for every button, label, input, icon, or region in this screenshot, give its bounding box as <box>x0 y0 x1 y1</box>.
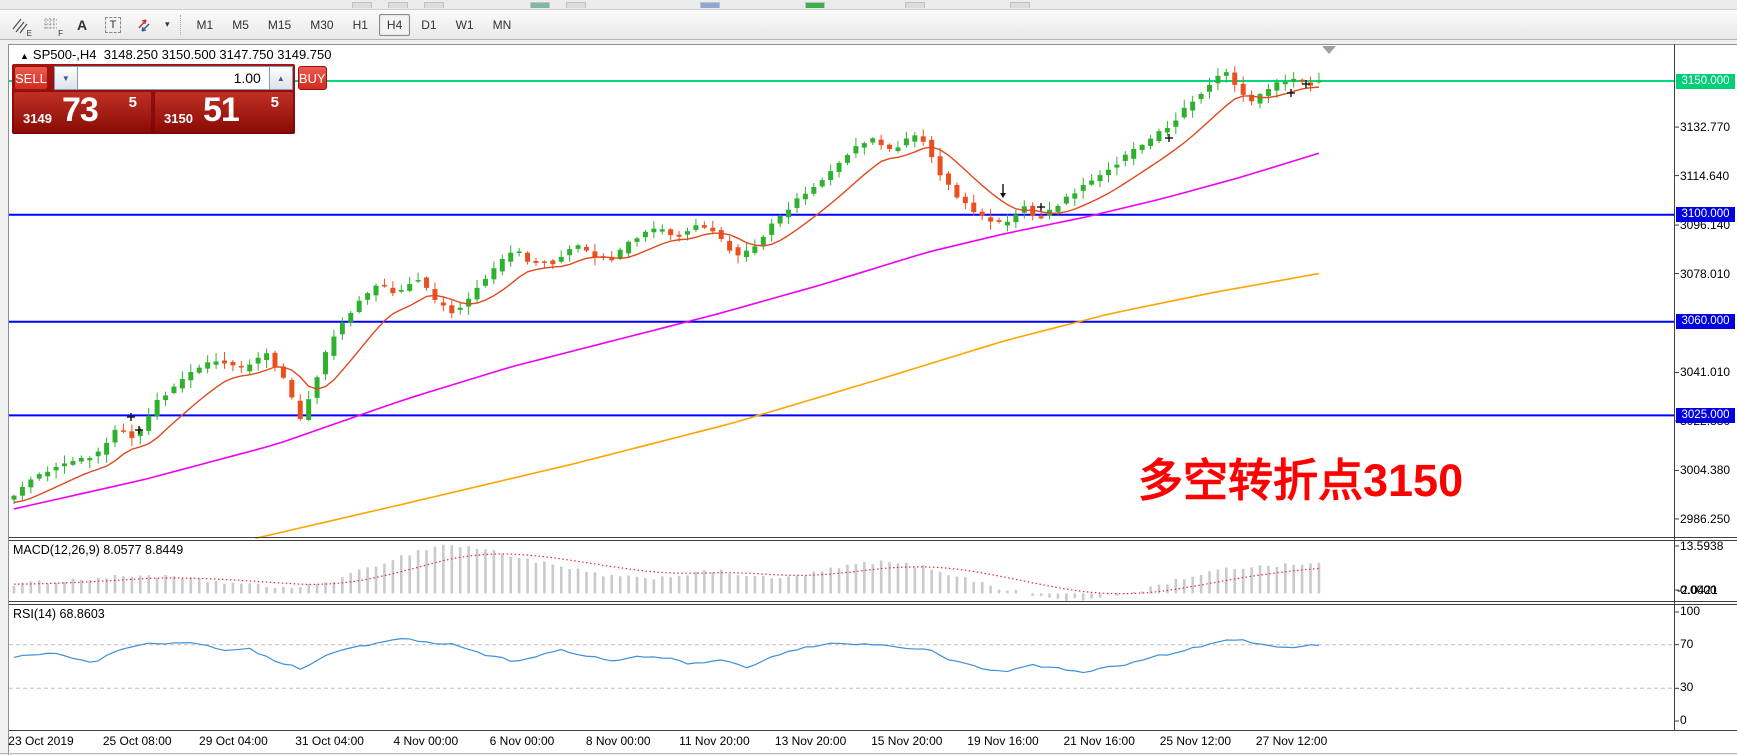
partial-icon <box>905 2 925 8</box>
timeframe-button-w1[interactable]: W1 <box>455 17 474 32</box>
ma-slow-line <box>255 272 1320 540</box>
partial-icon <box>424 2 444 8</box>
rsi-line <box>13 638 1319 674</box>
line-studies-icon[interactable]: E <box>8 13 32 38</box>
timeframe-button-mn[interactable]: MN <box>492 17 512 32</box>
textbox-tool-icon[interactable]: T <box>101 13 125 37</box>
partial-icon <box>566 2 586 8</box>
macd-axis-zero: 0.0000 <box>1680 583 1717 597</box>
timeframe-button-m5[interactable]: M5 <box>232 17 249 32</box>
timeframe-button-m1[interactable]: M1 <box>196 17 214 32</box>
time-tick-label: 23 Oct 2019 <box>8 734 74 748</box>
price-level-badge: 3150.000 <box>1676 73 1735 89</box>
partial-icon <box>388 2 408 8</box>
rsi-tick-label: 100 <box>1680 604 1701 618</box>
rsi-tick-label: 0 <box>1680 713 1687 727</box>
partial-icon <box>530 2 550 8</box>
macd-axis-min: -2.0421 <box>1677 583 1718 597</box>
rsi-tick-label: 70 <box>1680 636 1694 651</box>
time-tick-label: 15 Nov 20:00 <box>871 734 943 748</box>
timeframe-button-d1[interactable]: D1 <box>421 17 437 32</box>
partial-icon <box>352 2 372 8</box>
triangle-down-icon: ▼ <box>61 73 70 83</box>
one-click-trade-panel: SELL ▼ ▲ BUY 3149 73 5 3150 51 5 <box>12 64 327 134</box>
price-level-badge: 3100.000 <box>1676 207 1735 223</box>
time-tick-label: 8 Nov 00:00 <box>585 734 651 748</box>
time-tick-label: 25 Nov 12:00 <box>1159 734 1232 748</box>
price-tick-label: 3041.010 <box>1680 365 1731 380</box>
symbol-label: SP500-,H4 <box>32 47 97 62</box>
buy-button[interactable]: BUY <box>297 66 327 90</box>
time-tick-label: 31 Oct 04:00 <box>295 734 364 748</box>
time-tick-label: 6 Nov 00:00 <box>489 734 555 748</box>
buy-price-big: 51 <box>203 91 240 129</box>
position-triangle-marker <box>1322 46 1336 54</box>
chart-text-annotation: 多空转折点3150 <box>1138 455 1464 506</box>
toolbar-separator <box>179 14 181 35</box>
time-tick-label: 25 Oct 08:00 <box>102 734 172 748</box>
volume-stepper: ▼ ▲ <box>53 66 293 90</box>
buy-price-handle: 3150 <box>164 111 193 126</box>
line-studies-sub: E <box>26 28 32 38</box>
macd-histogram <box>12 544 1321 601</box>
timeframe-button-h4[interactable]: H4 <box>378 13 411 36</box>
sell-price-handle: 3149 <box>23 111 52 126</box>
rsi-label: RSI(14) 68.8603 <box>13 607 105 621</box>
timeframe-button-m15[interactable]: M15 <box>267 17 292 32</box>
volume-increase-button[interactable]: ▲ <box>268 66 293 90</box>
timeframe-button-h1[interactable]: H1 <box>352 17 368 32</box>
price-level-badge: 3060.000 <box>1676 314 1735 330</box>
ma-medium-line <box>13 152 1320 510</box>
volume-input[interactable] <box>77 66 269 90</box>
sell-price-box[interactable]: 3149 73 5 <box>14 91 151 132</box>
price-tick-label: 3078.010 <box>1680 266 1731 281</box>
partial-icon <box>805 2 825 8</box>
time-tick-label: 13 Nov 20:00 <box>774 734 847 748</box>
buy-price-sup: 5 <box>270 94 279 111</box>
chevron-down-icon[interactable]: ▾ <box>165 19 170 29</box>
price-tick-label: 3114.640 <box>1680 168 1730 183</box>
partial-icon <box>700 2 720 8</box>
price-tick-label: 2986.250 <box>1680 511 1731 526</box>
volume-decrease-button[interactable]: ▼ <box>53 66 78 90</box>
ohlc-values: 3148.250 3150.500 3147.750 3149.750 <box>103 47 332 62</box>
price-level-badge: 3025.000 <box>1676 407 1735 423</box>
macd-signal-line <box>13 553 1319 595</box>
grid-tool-sub: F <box>58 28 63 38</box>
ma-fast-line <box>13 86 1319 504</box>
price-tick-label: 3004.380 <box>1680 463 1731 478</box>
candlestick-series <box>11 66 1322 504</box>
chart-symbol-title: ▲ SP500-,H4 3148.250 3150.500 3147.750 31… <box>20 47 331 62</box>
rsi-tick-label: 30 <box>1680 680 1694 695</box>
toolbar-row-partial <box>0 0 1737 10</box>
sell-button[interactable]: SELL <box>14 66 48 90</box>
time-tick-label: 11 Nov 20:00 <box>679 734 750 748</box>
down-arrow-head <box>1000 193 1006 198</box>
time-tick-label: 19 Nov 16:00 <box>967 734 1039 748</box>
triangle-up-icon: ▲ <box>276 73 285 83</box>
time-tick-label: 29 Oct 04:00 <box>199 734 268 748</box>
triangle-up-icon: ▲ <box>20 51 29 61</box>
price-tick-label: 3132.770 <box>1680 120 1731 135</box>
buy-price-box[interactable]: 3150 51 5 <box>155 91 293 132</box>
arrows-tool-icon[interactable] <box>132 13 156 37</box>
text-tool-icon[interactable]: A <box>76 16 88 33</box>
sell-price-big: 73 <box>62 91 99 129</box>
time-tick-label: 21 Nov 16:00 <box>1063 734 1135 748</box>
time-tick-label: 27 Nov 12:00 <box>1255 734 1328 748</box>
main-toolbar: E F A T ▾ M1 M5 M15 M30 H1 H4 D1 W1 MN <box>0 10 1737 40</box>
timeframe-button-m30[interactable]: M30 <box>310 17 334 32</box>
grid-tool-icon[interactable]: F <box>39 13 63 38</box>
partial-icon <box>1010 2 1030 8</box>
timeframe-buttons: M1 M5 M15 M30 H1 H4 D1 W1 MN <box>189 13 523 36</box>
sell-price-sup: 5 <box>128 94 137 111</box>
chart-background <box>9 45 1737 753</box>
macd-axis-max: 13.5938 <box>1680 539 1724 553</box>
time-tick-label: 4 Nov 00:00 <box>393 734 459 748</box>
macd-label: MACD(12,26,9) 8.0577 8.8449 <box>13 543 184 557</box>
